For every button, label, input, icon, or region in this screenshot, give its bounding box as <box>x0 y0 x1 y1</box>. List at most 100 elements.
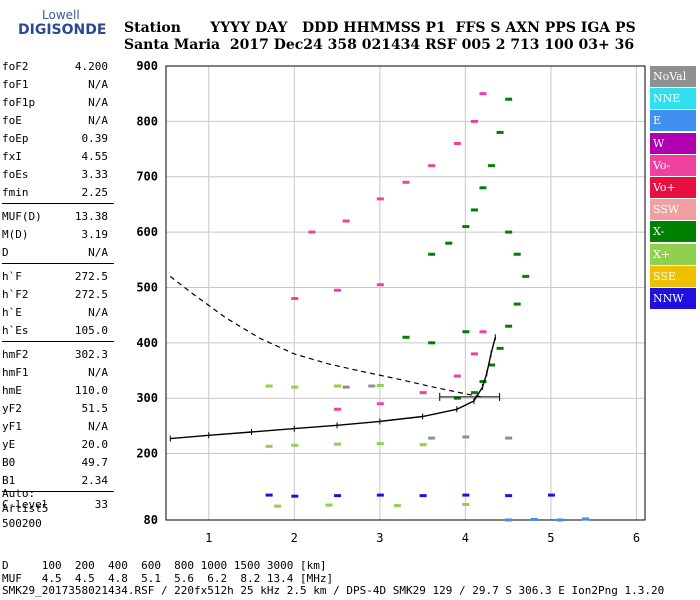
polarization-legend: NoVal NNE E W Vo- Vo+ SSW X- X+ SSE NNW <box>650 66 696 310</box>
data-point <box>462 502 470 506</box>
param-row: h`Es 105.0 <box>2 322 114 340</box>
param-value: 13.38 <box>74 210 108 223</box>
param-row: foEs 3.33 <box>2 166 114 184</box>
data-point <box>522 274 530 278</box>
param-value: 0.39 <box>81 132 109 145</box>
y-tick-label: 200 <box>136 447 158 461</box>
y-tick-label: 800 <box>136 114 158 128</box>
data-point <box>445 241 453 245</box>
param-value: N/A <box>88 420 108 433</box>
legend-item-vo-: Vo+ <box>650 176 696 198</box>
data-point <box>334 494 342 498</box>
param-value: 110.0 <box>74 384 108 397</box>
param-value: 105.0 <box>74 324 108 337</box>
virtual-height-trace <box>170 337 496 440</box>
data-point <box>505 494 513 498</box>
data-point <box>376 283 384 287</box>
param-row: yF2 51.5 <box>2 400 114 418</box>
data-point <box>453 142 461 146</box>
data-point <box>334 384 342 388</box>
param-row: C-level 33 <box>2 496 114 514</box>
param-value: 3.33 <box>81 168 109 181</box>
legend-item-nne: NNE <box>650 88 696 110</box>
data-point <box>402 180 410 184</box>
param-key: h`F2 <box>2 288 29 301</box>
data-point <box>556 518 564 522</box>
param-row: foF1 N/A <box>2 76 114 94</box>
data-point <box>530 517 538 521</box>
x-tick-label: 5 <box>547 531 554 545</box>
param-key: MUF(D) <box>2 210 42 223</box>
param-key: foEs <box>2 168 29 181</box>
data-point <box>428 164 436 168</box>
data-point <box>479 92 487 96</box>
footer-distance-row: D 100 200 400 600 800 1000 1500 3000 [km… <box>2 559 327 572</box>
param-value: N/A <box>88 306 108 319</box>
legend-item-ssw: SSW <box>650 199 696 221</box>
data-point <box>479 186 487 190</box>
param-row: hmF2 302.3 <box>2 346 114 364</box>
legend-item-nnw: NNW <box>650 287 696 309</box>
data-point <box>479 330 487 334</box>
param-key: foE <box>2 114 22 127</box>
param-separator <box>2 491 114 496</box>
data-point <box>265 493 273 497</box>
param-value: 33 <box>94 498 108 511</box>
param-row: foEp 0.39 <box>2 130 114 148</box>
param-value: N/A <box>88 96 108 109</box>
param-key: h`F <box>2 270 22 283</box>
footer-muf-row: MUF 4.5 4.5 4.8 5.1 5.6 6.2 8.2 13.4 [MH… <box>2 571 334 585</box>
param-row: foF1p N/A <box>2 94 114 112</box>
param-row: M(D) 3.19 <box>2 226 114 244</box>
y-tick-label: 500 <box>136 280 158 294</box>
electron-density-profile <box>169 275 483 398</box>
param-value: 302.3 <box>74 348 108 361</box>
data-point <box>393 504 401 508</box>
data-point <box>488 164 496 168</box>
legend-item-w: W <box>650 132 696 154</box>
param-row: fmin 2.25 <box>2 184 114 202</box>
x-tick-label: 4 <box>462 531 469 545</box>
param-value: 51.5 <box>81 402 109 415</box>
param-value: N/A <box>88 366 108 379</box>
data-point <box>334 407 342 411</box>
param-key: h`E <box>2 306 22 319</box>
param-key: hmE <box>2 384 22 397</box>
footer-file-info: SMK29_2017358021434.RSF / 220fx512h 25 k… <box>2 584 665 597</box>
data-point <box>462 225 470 229</box>
y-tick-label: 900 <box>136 59 158 73</box>
legend-item-vo-: Vo- <box>650 154 696 176</box>
data-point <box>505 436 513 440</box>
auto-program: Artist5 <box>2 502 49 515</box>
data-point <box>342 219 350 223</box>
data-point <box>376 197 384 201</box>
param-row: h`E N/A <box>2 304 114 322</box>
data-point <box>513 302 521 306</box>
param-key: hmF1 <box>2 366 29 379</box>
data-point <box>428 341 436 345</box>
param-key: foF1 <box>2 78 29 91</box>
data-point <box>470 119 478 123</box>
data-point <box>291 443 299 447</box>
param-row: D N/A <box>2 244 114 262</box>
x-tick-label: 1 <box>205 531 212 545</box>
param-row: fxI 4.55 <box>2 148 114 166</box>
data-point <box>291 385 299 389</box>
param-row: foF2 4.200 <box>2 58 114 76</box>
data-point <box>496 130 504 134</box>
legend-item-x-: X- <box>650 221 696 243</box>
param-key: hmF2 <box>2 348 29 361</box>
data-point <box>342 385 350 389</box>
data-point <box>505 230 513 234</box>
param-row: yF1 N/A <box>2 418 114 436</box>
param-value: 20.0 <box>81 438 109 451</box>
parameter-panel: foF2 4.200 foF1 N/A foF1p N/A foE N/A foEp 0.39 fx… <box>2 58 114 514</box>
param-value: 4.55 <box>81 150 109 163</box>
logo-line2: DIGISONDE <box>18 22 107 38</box>
data-point <box>402 335 410 339</box>
x-tick-label: 6 <box>633 531 640 545</box>
param-value: N/A <box>88 246 108 259</box>
y-tick-label: 600 <box>136 225 158 239</box>
y-tick-label: 300 <box>136 391 158 405</box>
param-key: M(D) <box>2 228 29 241</box>
